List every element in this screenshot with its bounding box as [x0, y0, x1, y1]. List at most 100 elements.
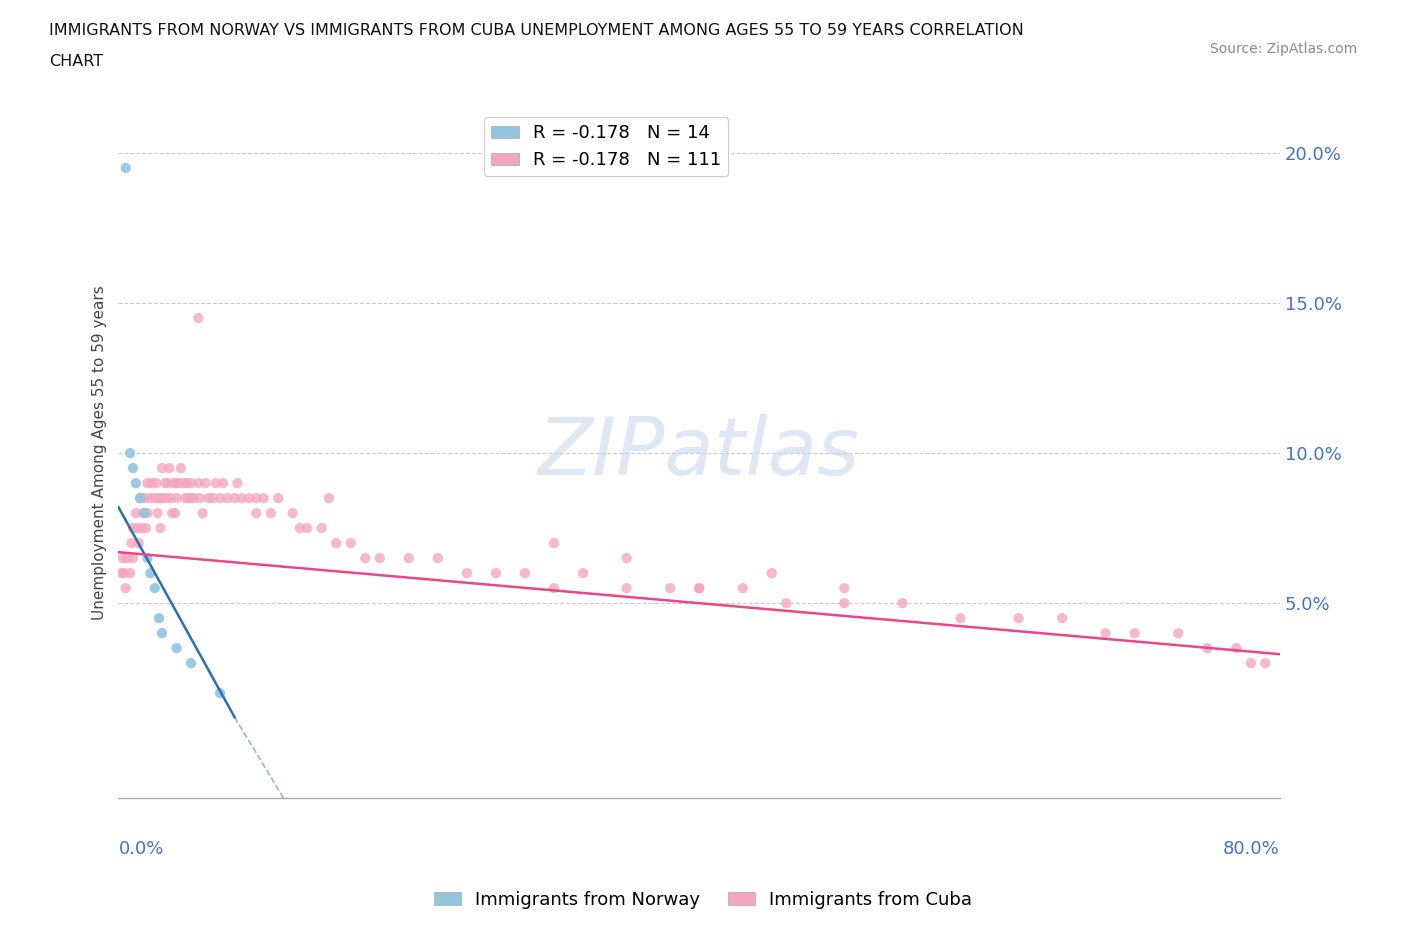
Point [731, 580, 754, 595]
Point [166, 491, 188, 506]
Point [1094, 626, 1116, 641]
Point [129, 491, 152, 506]
Point [543, 580, 565, 595]
Point [224, 491, 246, 506]
Point [197, 491, 219, 506]
Point [150, 626, 173, 641]
Point [188, 491, 211, 506]
Point [325, 536, 347, 551]
Point [160, 506, 183, 521]
Point [226, 475, 249, 490]
Point [156, 475, 179, 490]
Point [1007, 611, 1029, 626]
Point [253, 491, 276, 506]
Point [149, 521, 172, 536]
Point [1123, 626, 1146, 641]
Point [180, 491, 202, 506]
Point [131, 521, 153, 536]
Point [111, 551, 134, 565]
Point [143, 491, 166, 506]
Point [295, 521, 318, 536]
Point [139, 491, 162, 506]
Point [162, 475, 184, 490]
Point [238, 491, 260, 506]
Point [134, 506, 156, 521]
Point [120, 565, 142, 580]
Point [187, 475, 209, 490]
Point [135, 521, 157, 536]
Point [267, 491, 290, 506]
Point [148, 491, 170, 506]
Point [150, 460, 173, 475]
Point [136, 475, 159, 490]
Point [115, 551, 138, 565]
Point [543, 536, 565, 551]
Point [187, 311, 209, 325]
Point [159, 491, 181, 506]
Point [891, 596, 914, 611]
Point [166, 641, 188, 656]
Point [143, 580, 166, 595]
Text: Source: ZipAtlas.com: Source: ZipAtlas.com [1209, 42, 1357, 56]
Point [166, 475, 188, 490]
Text: ZIPatlas: ZIPatlas [538, 414, 860, 492]
Point [132, 506, 155, 521]
Point [169, 475, 191, 490]
Point [834, 596, 856, 611]
Point [339, 536, 361, 551]
Point [949, 611, 972, 626]
Point [153, 475, 176, 490]
Text: 80.0%: 80.0% [1223, 840, 1279, 857]
Point [217, 491, 239, 506]
Point [1167, 626, 1189, 641]
Point [136, 506, 159, 521]
Point [426, 551, 449, 565]
Point [1225, 641, 1247, 656]
Point [245, 491, 267, 506]
Point [456, 565, 478, 580]
Point [485, 565, 508, 580]
Point [281, 506, 304, 521]
Point [170, 460, 193, 475]
Point [1254, 656, 1277, 671]
Point [834, 580, 856, 595]
Point [368, 551, 391, 565]
Point [110, 565, 132, 580]
Point [212, 475, 235, 490]
Point [616, 580, 638, 595]
Point [129, 491, 152, 506]
Text: CHART: CHART [49, 54, 103, 69]
Point [146, 506, 169, 521]
Point [122, 460, 145, 475]
Legend: R = -0.178   N = 14, R = -0.178   N = 111: R = -0.178 N = 14, R = -0.178 N = 111 [484, 117, 728, 177]
Point [139, 565, 162, 580]
Point [191, 506, 214, 521]
Point [134, 491, 156, 506]
Point [136, 551, 159, 565]
Point [201, 491, 224, 506]
Point [318, 491, 340, 506]
Point [180, 656, 202, 671]
Point [775, 596, 797, 611]
Y-axis label: Unemployment Among Ages 55 to 59 years: Unemployment Among Ages 55 to 59 years [93, 286, 107, 620]
Point [209, 685, 232, 700]
Point [122, 521, 145, 536]
Point [398, 551, 420, 565]
Point [165, 506, 187, 521]
Point [180, 475, 202, 490]
Point [616, 551, 638, 565]
Point [125, 506, 148, 521]
Point [572, 565, 595, 580]
Point [125, 475, 148, 490]
Point [1240, 656, 1263, 671]
Point [157, 460, 180, 475]
Point [155, 491, 177, 506]
Text: 0.0%: 0.0% [118, 840, 165, 857]
Point [245, 506, 267, 521]
Point [145, 475, 167, 490]
Point [194, 475, 217, 490]
Point [354, 551, 377, 565]
Point [1050, 611, 1073, 626]
Point [148, 611, 170, 626]
Point [150, 491, 173, 506]
